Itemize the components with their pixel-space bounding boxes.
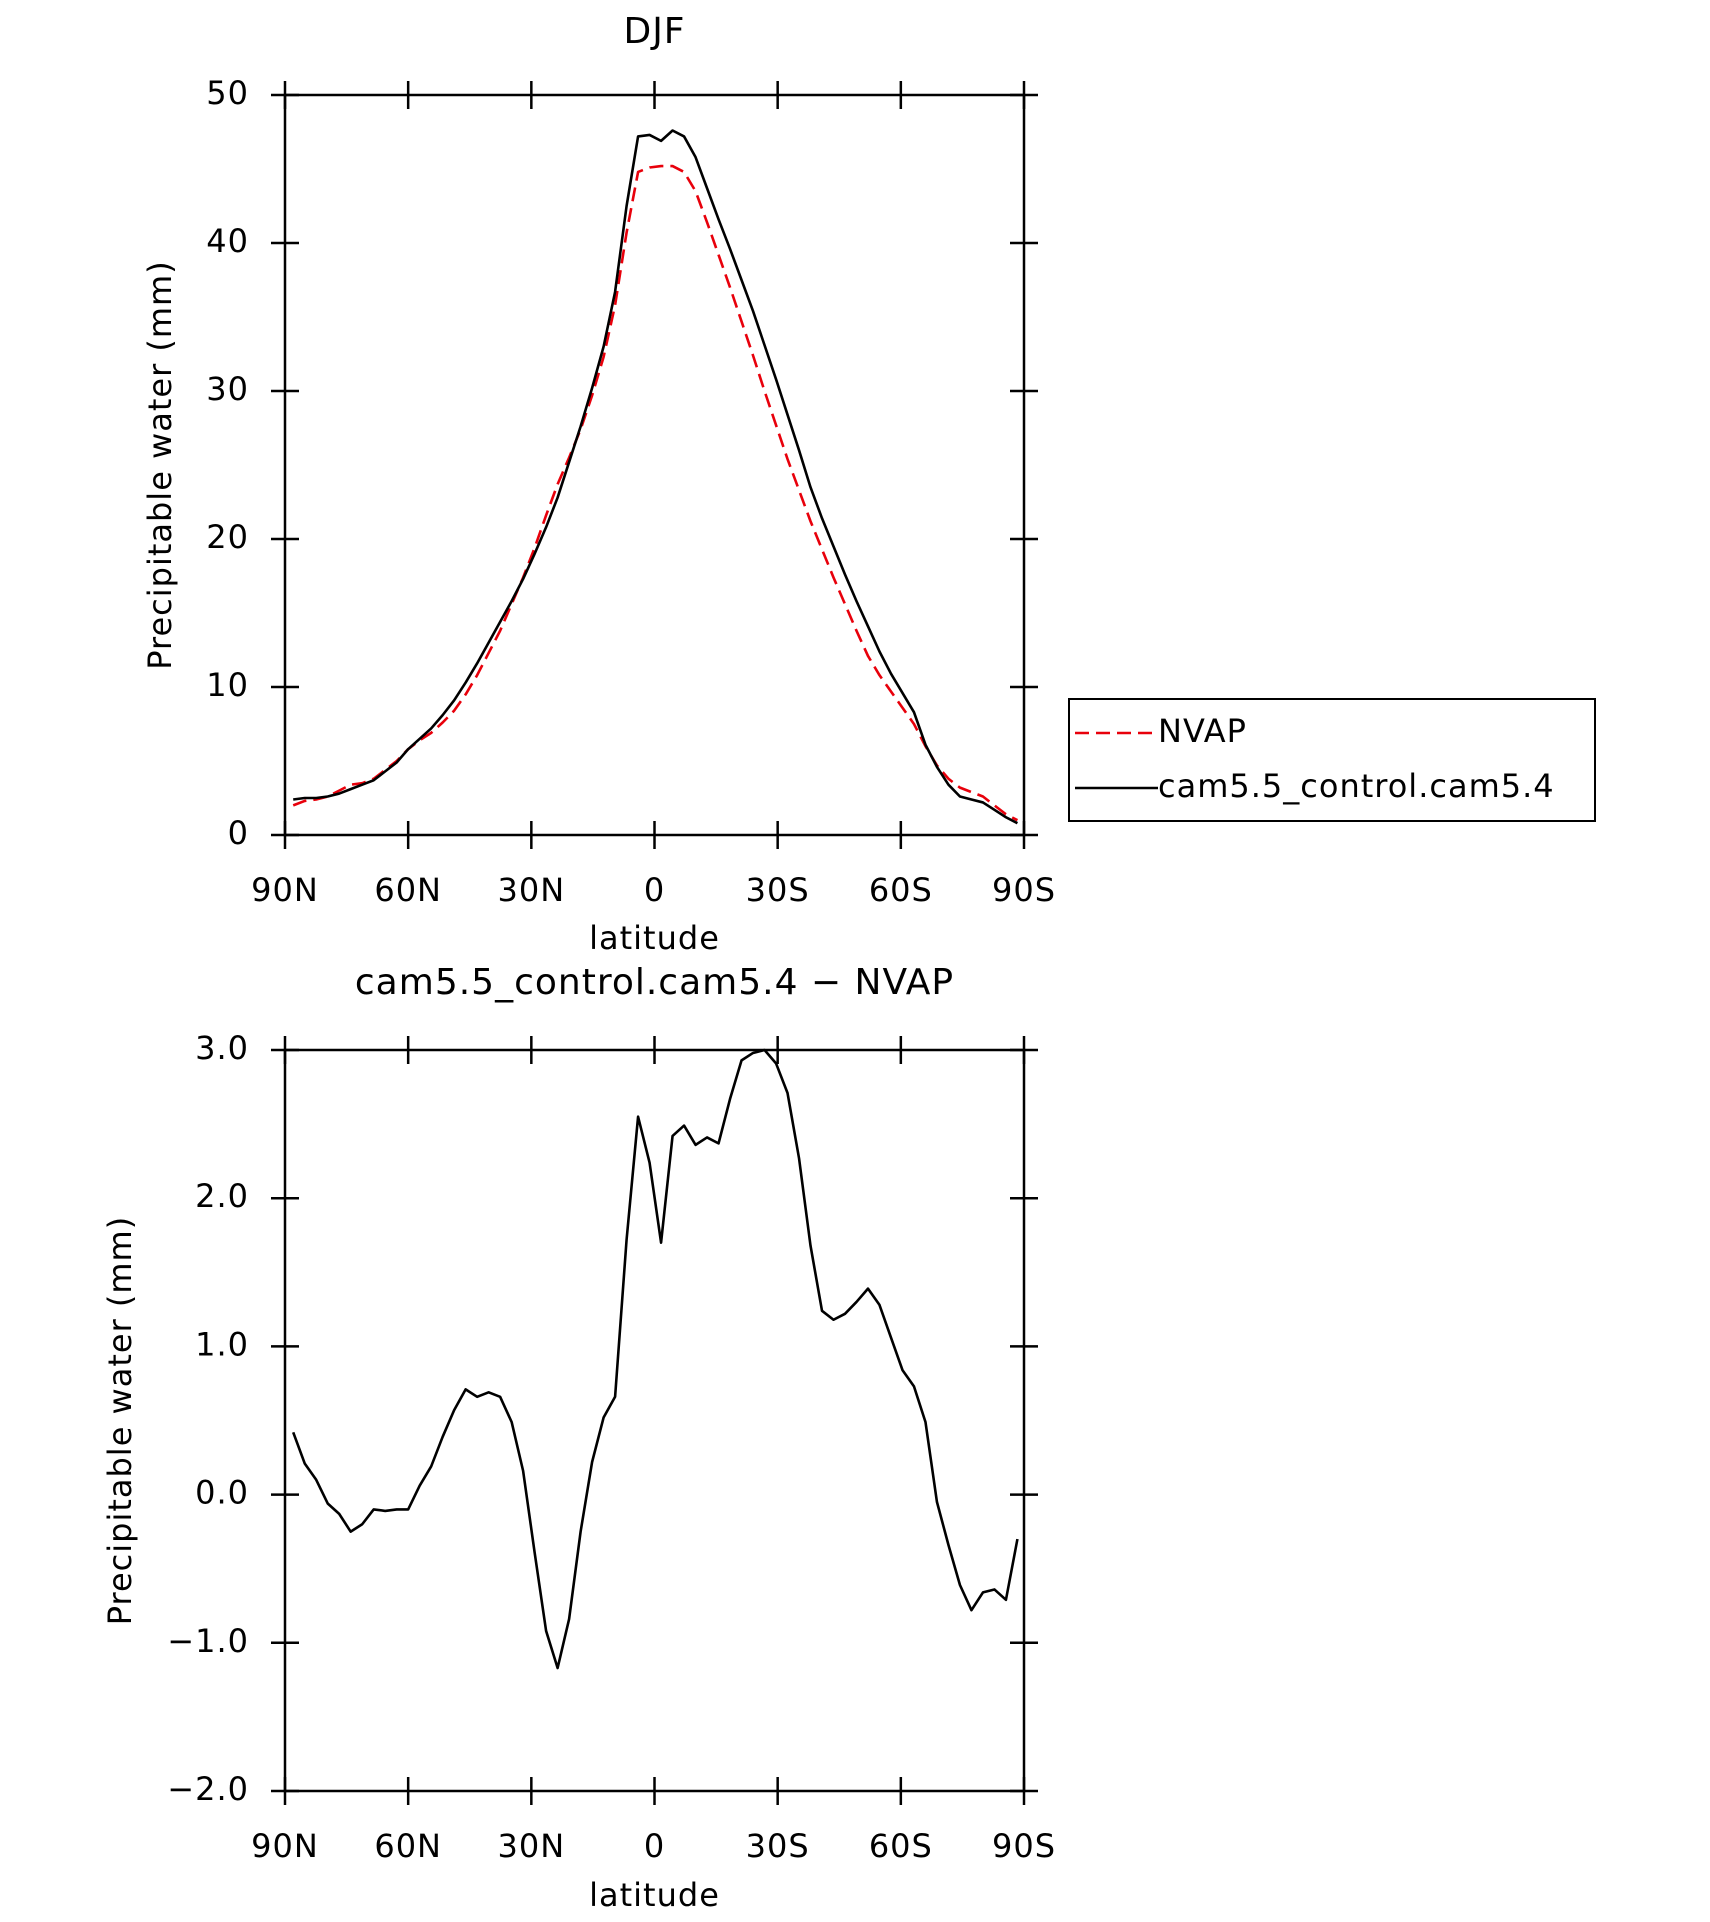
legend-label: NVAP [1158,712,1247,750]
y-tick-label: −1.0 [167,1622,249,1660]
x-tick-label: 0 [644,871,665,909]
x-axis-label: latitude [589,1876,720,1914]
x-tick-label: 30N [498,871,566,909]
data-line [292,164,1019,822]
x-tick-label: 60S [869,871,933,909]
x-tick-label: 60N [374,871,442,909]
y-tick-label: 40 [206,222,249,260]
x-tick-label: 90N [251,1827,319,1865]
y-tick-label: 0 [228,814,249,852]
x-axis-label: latitude [589,919,720,957]
x-tick-label: 30S [746,1827,810,1865]
x-tick-label: 30S [746,871,810,909]
plot-frame [283,1048,1026,1793]
y-tick-label: 10 [206,666,249,704]
y-tick-label: 3.0 [195,1029,249,1067]
x-tick-label: 90S [992,871,1056,909]
y-tick-label: 1.0 [195,1325,249,1363]
y-tick-label: 20 [206,518,249,556]
y-tick-label: 2.0 [195,1177,249,1215]
data-line [291,1048,1019,1670]
y-tick-label: 30 [206,370,249,408]
x-tick-label: 30N [498,1827,566,1865]
y-tick-label: 50 [206,74,249,112]
x-tick-label: 90S [992,1827,1056,1865]
y-axis-label: Precipitable water (mm) [141,260,179,669]
y-tick-label: 0.0 [195,1474,249,1512]
chart-title: cam5.5_control.cam5.4 − NVAP [355,962,954,1003]
legend-label: cam5.5_control.cam5.4 [1158,767,1555,805]
x-tick-label: 0 [644,1827,665,1865]
y-axis-label: Precipitable water (mm) [101,1216,139,1625]
x-tick-label: 60N [374,1827,442,1865]
chart-title: DJF [623,11,685,52]
y-tick-label: −2.0 [167,1770,249,1808]
x-tick-label: 90N [251,871,319,909]
x-tick-label: 60S [869,1827,933,1865]
legend-box [1068,698,1596,822]
data-line [293,129,1019,825]
